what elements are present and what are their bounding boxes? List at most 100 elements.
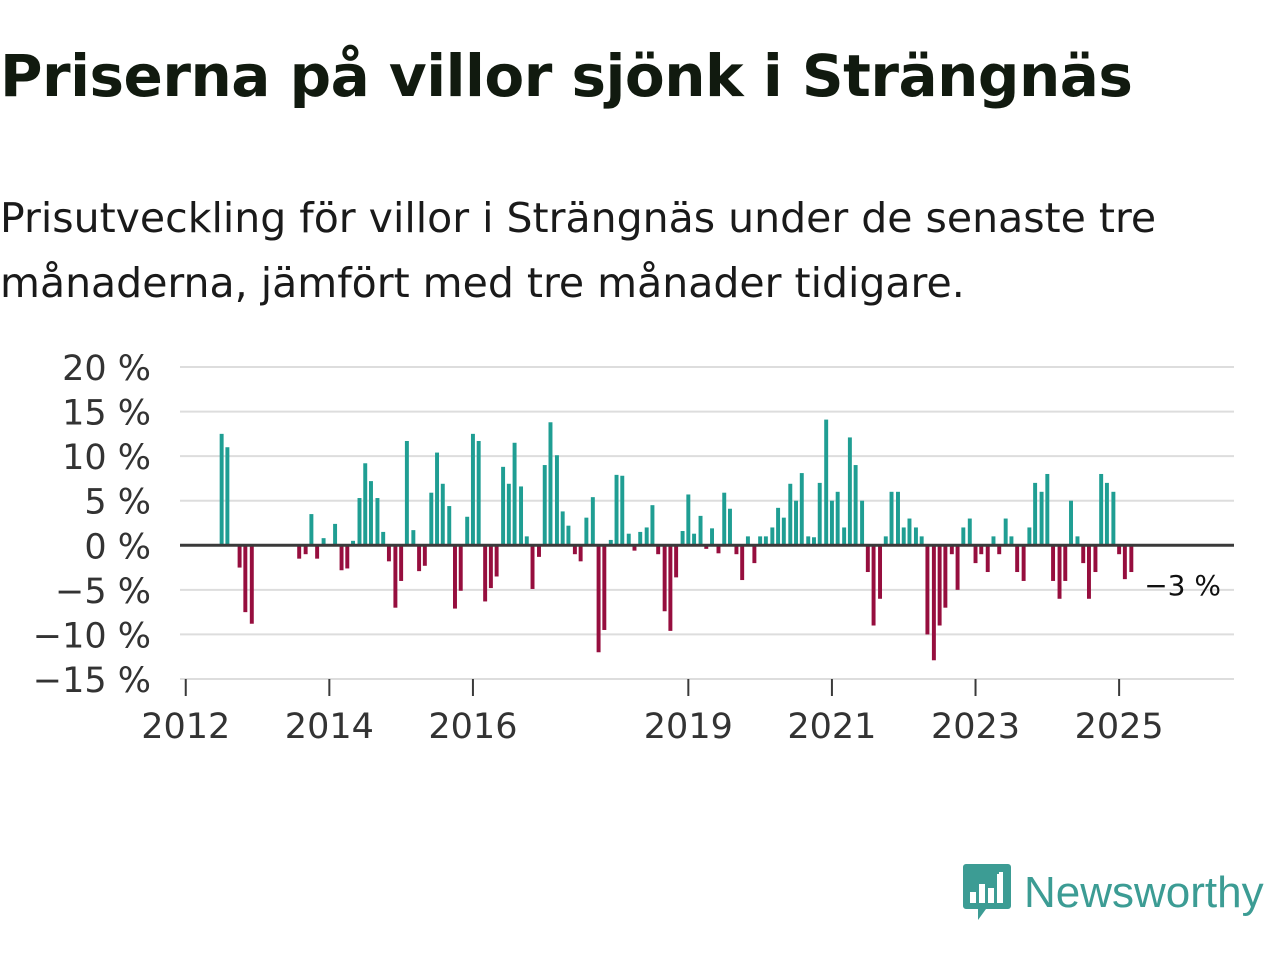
- bar: [542, 465, 547, 546]
- bar: [476, 440, 481, 546]
- y-tick-label: 20 %: [62, 349, 151, 389]
- bar: [494, 545, 499, 577]
- chart-subtitle: Prisutveckling för villor i Strängnäs un…: [0, 194, 1157, 307]
- bar: [835, 491, 840, 546]
- bar: [656, 545, 661, 555]
- bar: [1015, 545, 1020, 573]
- bar: [847, 437, 852, 546]
- bar: [369, 481, 373, 546]
- bar: [411, 530, 416, 546]
- bar: [1069, 500, 1073, 546]
- bar: [1051, 545, 1056, 581]
- bar: [590, 497, 595, 546]
- bar: [997, 545, 1002, 555]
- bar: [578, 545, 583, 562]
- bar: [1075, 536, 1080, 546]
- bar: [1021, 545, 1026, 581]
- bar: [560, 511, 565, 546]
- bar: [548, 422, 553, 546]
- bar: [1099, 473, 1104, 546]
- bar: [381, 531, 386, 546]
- bar: [1129, 545, 1134, 573]
- bar: [530, 545, 535, 589]
- bar: [596, 545, 601, 653]
- bar: [422, 545, 427, 566]
- bar: [453, 545, 457, 609]
- bar-chart-logo-icon: [963, 864, 1011, 920]
- bar: [1122, 545, 1127, 580]
- last-value-label: −3 %: [1144, 569, 1221, 602]
- bar: [1086, 545, 1091, 599]
- bar: [680, 531, 685, 546]
- bar: [458, 545, 463, 591]
- bar: [1033, 482, 1038, 546]
- bar: [375, 498, 380, 546]
- bar: [907, 518, 912, 546]
- bar: [668, 545, 673, 631]
- bar: [781, 517, 786, 546]
- bar: [686, 494, 691, 546]
- bar-chart: 2012 2014 2016 2019 2021 2023 2025 20 % 15 %10 …: [33, 349, 1234, 747]
- bar: [650, 505, 655, 546]
- chart-title: Priserna på villor sjönk i Strängnäs: [0, 42, 1133, 110]
- bar: [752, 545, 757, 564]
- bar: [991, 536, 996, 546]
- bar: [925, 545, 930, 635]
- x-tick-label: 2014: [285, 707, 374, 747]
- bar: [812, 537, 816, 546]
- bar: [429, 492, 434, 546]
- bar: [465, 516, 470, 546]
- bar: [315, 545, 320, 559]
- bar: [440, 483, 445, 546]
- bar: [225, 447, 230, 546]
- bar: [937, 545, 942, 626]
- bar: [1009, 536, 1014, 546]
- bar: [537, 545, 541, 557]
- bar: [321, 538, 326, 546]
- bar: [674, 545, 679, 578]
- bar: [817, 482, 822, 546]
- x-tick-label: 2016: [428, 707, 517, 747]
- bar: [919, 536, 924, 546]
- bar: [931, 545, 936, 661]
- x-tick-label: 2012: [141, 707, 230, 747]
- bar: [716, 545, 721, 554]
- y-tick-label: −10 %: [33, 616, 151, 656]
- bar: [1111, 491, 1116, 546]
- grid-lines: [180, 366, 1234, 680]
- bar: [967, 518, 972, 546]
- bar: [662, 545, 667, 612]
- bar: [483, 545, 488, 602]
- x-tick-label: 2019: [644, 707, 733, 747]
- bar: [393, 545, 398, 608]
- bar: [447, 506, 452, 546]
- annotations: −3 %: [1144, 569, 1221, 602]
- bar: [745, 536, 750, 546]
- y-tick-label: −15 %: [33, 661, 151, 701]
- y-tick-label: −5 %: [55, 572, 151, 612]
- bar: [883, 536, 888, 546]
- bar: [913, 527, 918, 546]
- bar: [399, 545, 404, 581]
- x-tick-label: 2021: [787, 707, 876, 747]
- x-tick-label: 2025: [1075, 707, 1164, 747]
- bar: [602, 545, 607, 630]
- bar: [973, 545, 978, 564]
- bar: [1045, 473, 1050, 546]
- bar: [519, 486, 524, 546]
- bar: [865, 545, 870, 573]
- bar: [632, 545, 637, 551]
- bar: [1057, 545, 1062, 599]
- bar: [860, 500, 865, 546]
- bar: [829, 500, 834, 546]
- bar: [955, 545, 960, 590]
- bar: [961, 527, 966, 546]
- bar: [889, 491, 894, 546]
- bar: [243, 545, 248, 613]
- bar: [345, 545, 350, 569]
- bar: [470, 433, 475, 546]
- bar: [1003, 518, 1008, 546]
- bar: [788, 483, 793, 546]
- bar: [710, 528, 715, 546]
- bar: [584, 517, 589, 546]
